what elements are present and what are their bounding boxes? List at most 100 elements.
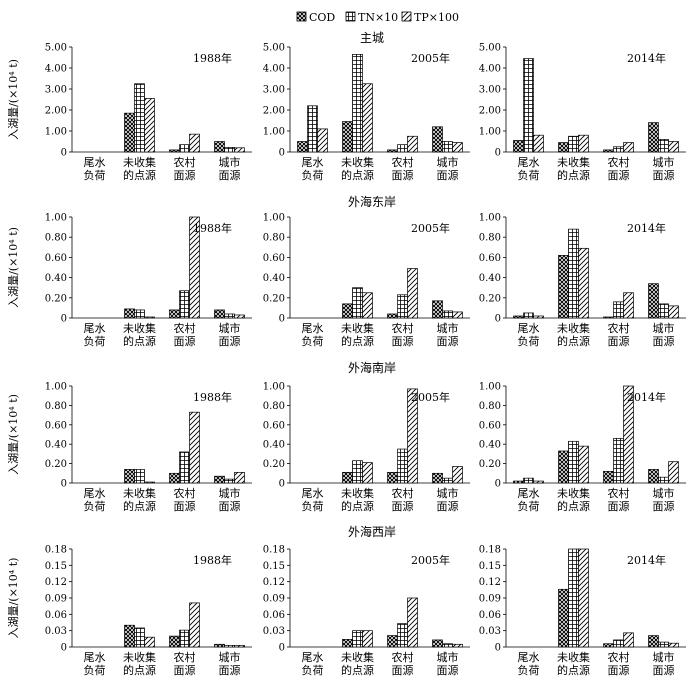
chart-panel: 00.200.400.600.801.00尾水负荷未收集的点源农村面源城市面源2…: [263, 382, 470, 513]
x-tick-label: 面源: [174, 499, 196, 513]
x-tick-label: 面源: [608, 168, 630, 182]
y-tick-label: 0.03: [45, 626, 67, 637]
bar: [668, 305, 679, 319]
y-tick-label: 0.80: [45, 233, 67, 244]
y-tick-label: 0.40: [45, 273, 67, 284]
y-tick-label: 0.40: [479, 440, 501, 451]
x-tick-label: 负荷: [302, 499, 324, 513]
y-axis-label: 入湖量/(×10⁴ t): [7, 59, 20, 140]
x-tick-label: 城市: [219, 155, 241, 169]
y-axis-labels: 入湖量/(×10⁴ t) 入湖量/(×10⁴ t) 入湖量/(×10⁴ t) 入湖量/…: [7, 59, 20, 638]
bar: [397, 623, 408, 648]
bar: [568, 548, 579, 648]
bar: [568, 228, 579, 319]
bar: [658, 303, 669, 319]
bar: [558, 142, 569, 153]
y-tick-label: 0: [495, 314, 501, 325]
bar: [124, 624, 135, 648]
bar: [189, 411, 200, 484]
chart-panel: 00.030.060.090.120.150.18尾水负荷未收集的点源农村面源城…: [263, 545, 470, 677]
y-tick-label: 0.40: [479, 273, 501, 284]
y-tick-label: 1.00: [479, 382, 501, 393]
bar: [352, 53, 363, 153]
bar: [124, 112, 135, 153]
y-tick-label: 0.80: [263, 233, 285, 244]
bar: [568, 135, 579, 153]
bar: [648, 469, 659, 484]
legend-label: TN×10: [358, 11, 398, 24]
bar: [397, 144, 408, 153]
legend-swatch: [345, 11, 356, 22]
y-tick-label: 0.20: [45, 459, 67, 470]
y-tick-label: 3.00: [263, 85, 285, 96]
bar: [179, 144, 190, 153]
bar: [613, 146, 624, 153]
bar: [513, 480, 524, 484]
x-tick-label: 面源: [437, 168, 459, 182]
y-tick-label: 0.09: [263, 594, 285, 605]
y-tick-label: 3.00: [479, 85, 501, 96]
bar: [432, 472, 443, 484]
x-tick-label: 负荷: [518, 663, 540, 677]
x-tick-label: 未收集: [341, 486, 374, 500]
bar: [234, 645, 245, 648]
bar: [144, 98, 155, 153]
bar: [342, 471, 353, 484]
bar: [407, 388, 418, 484]
bar: [442, 643, 453, 648]
bar: [179, 451, 190, 484]
bar: [613, 438, 624, 484]
x-tick-label: 负荷: [84, 168, 106, 182]
region-title: 外海南岸: [348, 360, 396, 375]
bar: [352, 460, 363, 484]
bar: [513, 140, 524, 153]
x-tick-label: 未收集: [341, 321, 374, 335]
bar: [224, 147, 235, 153]
x-tick-label: 尾水: [302, 487, 324, 500]
x-tick-label: 农村: [392, 155, 414, 169]
y-tick-label: 0.60: [263, 420, 285, 431]
bar: [224, 313, 235, 319]
chart-panel: 00.030.060.090.120.150.18尾水负荷未收集的点源农村面源城…: [45, 545, 252, 677]
y-tick-label: 0.18: [263, 545, 285, 556]
y-tick-label: 0.20: [263, 459, 285, 470]
region-title: 外海西岸: [348, 524, 396, 539]
x-tick-label: 的点源: [557, 663, 590, 677]
bar: [342, 639, 353, 648]
x-tick-label: 农村: [608, 650, 630, 664]
chart-panel: 00.200.400.600.801.00尾水负荷未收集的点源农村面源城市面源1…: [45, 382, 252, 513]
y-tick-label: 0.06: [479, 610, 501, 621]
x-tick-label: 未收集: [341, 650, 374, 664]
bar: [578, 445, 589, 484]
x-tick-label: 的点源: [341, 168, 374, 182]
y-tick-label: 0.80: [479, 233, 501, 244]
y-tick-label: 0.80: [263, 401, 285, 412]
x-tick-label: 面源: [608, 663, 630, 677]
year-label: 1988年: [193, 390, 232, 404]
bar: [603, 316, 614, 319]
x-tick-label: 面源: [219, 663, 241, 677]
y-tick-label: 0.03: [263, 626, 285, 637]
bar: [387, 313, 398, 319]
x-tick-label: 尾水: [302, 651, 324, 664]
bar: [578, 247, 589, 319]
x-tick-label: 面源: [608, 334, 630, 348]
chart-panel: 00.200.400.600.801.00尾水负荷未收集的点源农村面源城市面源1…: [45, 213, 252, 348]
bar: [407, 135, 418, 153]
x-tick-label: 面源: [653, 663, 675, 677]
year-label: 2014年: [627, 390, 666, 404]
x-tick-label: 城市: [437, 650, 459, 664]
x-tick-label: 的点源: [341, 334, 374, 348]
bar: [189, 216, 200, 319]
bar: [613, 301, 624, 319]
y-tick-label: 5.00: [45, 43, 67, 54]
x-tick-label: 城市: [219, 321, 241, 335]
x-tick-label: 城市: [653, 486, 675, 500]
y-tick-label: 3.00: [45, 85, 67, 96]
x-tick-label: 尾水: [84, 651, 106, 664]
y-tick-label: 0.40: [263, 273, 285, 284]
y-tick-label: 0.40: [263, 440, 285, 451]
bar: [452, 643, 463, 648]
x-tick-label: 未收集: [123, 650, 156, 664]
